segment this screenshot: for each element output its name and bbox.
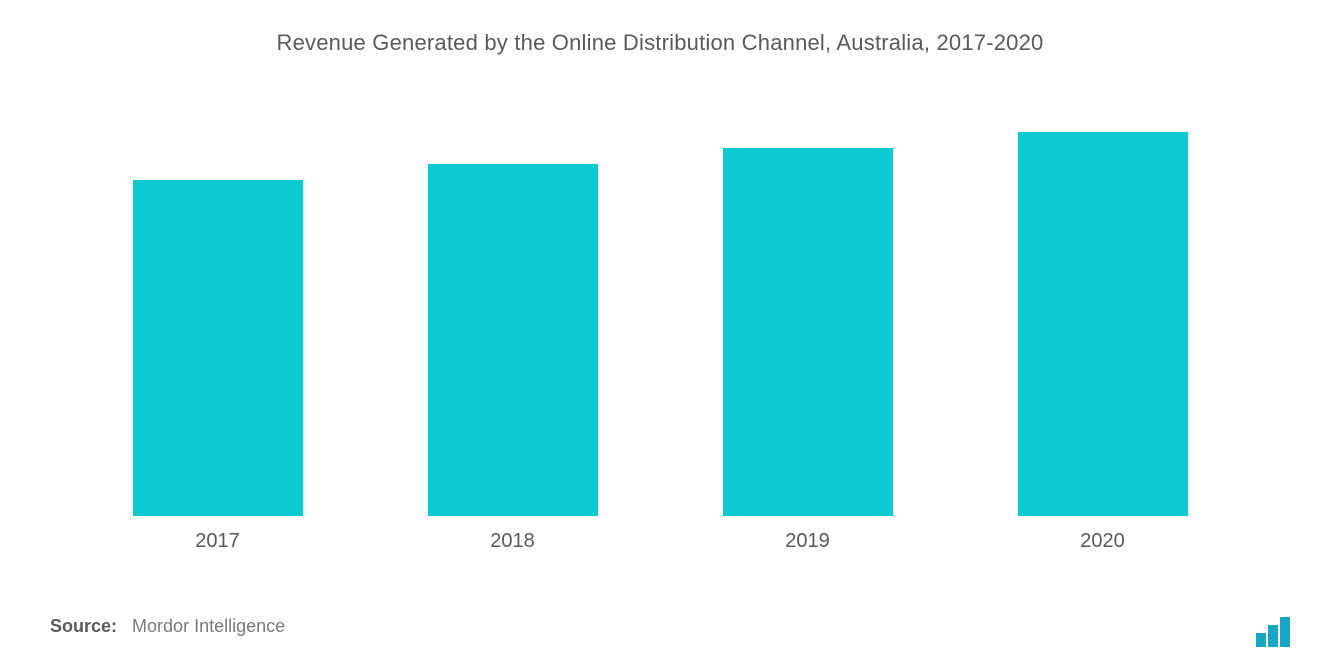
bar-group bbox=[955, 132, 1250, 516]
source-label: Source: bbox=[50, 616, 117, 636]
bar-group bbox=[70, 180, 365, 516]
bar-2019 bbox=[723, 148, 893, 516]
logo-bar bbox=[1268, 625, 1278, 647]
x-axis-labels: 2017 2018 2019 2020 bbox=[70, 530, 1250, 553]
x-label: 2018 bbox=[365, 530, 660, 553]
chart-title: Revenue Generated by the Online Distribu… bbox=[50, 30, 1270, 56]
logo-bar bbox=[1280, 617, 1290, 647]
logo-bar bbox=[1256, 633, 1266, 647]
bar-2017 bbox=[133, 180, 303, 516]
brand-logo bbox=[1256, 617, 1290, 647]
bar-group bbox=[365, 164, 660, 516]
chart-plot-area bbox=[70, 116, 1250, 516]
logo-bars-icon bbox=[1256, 617, 1290, 647]
bar-2018 bbox=[428, 164, 598, 516]
bar-group bbox=[660, 148, 955, 516]
bar-2020 bbox=[1018, 132, 1188, 516]
source-attribution: Source: Mordor Intelligence bbox=[50, 616, 285, 637]
chart-container: Revenue Generated by the Online Distribu… bbox=[0, 0, 1320, 665]
x-label: 2019 bbox=[660, 530, 955, 553]
source-value: Mordor Intelligence bbox=[132, 616, 285, 636]
x-label: 2020 bbox=[955, 530, 1250, 553]
x-label: 2017 bbox=[70, 530, 365, 553]
